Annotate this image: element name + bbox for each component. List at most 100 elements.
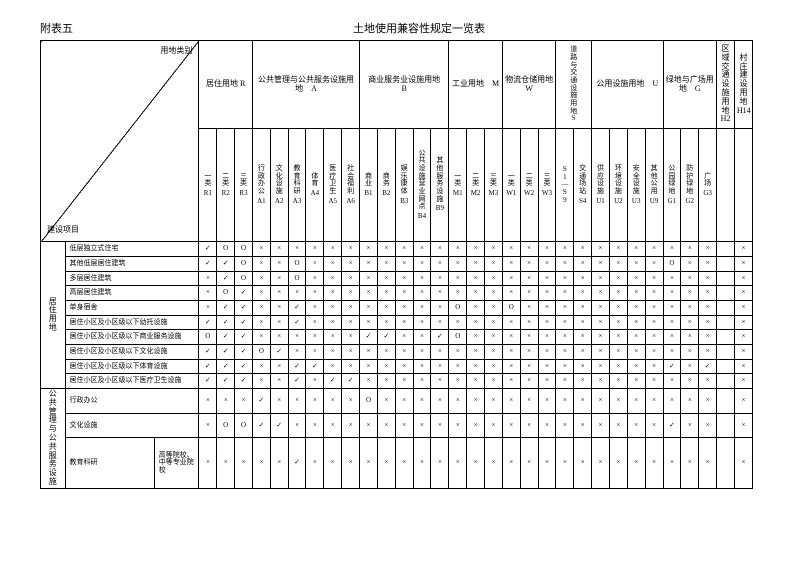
- cell: ×: [699, 286, 717, 301]
- cell: ✓: [288, 374, 306, 389]
- cell: ×: [377, 300, 395, 315]
- cell: ×: [485, 438, 503, 488]
- sub-header: 体育A4: [306, 129, 324, 242]
- cell: ×: [592, 344, 610, 359]
- cell: ×: [324, 286, 342, 301]
- cell: ×: [413, 413, 431, 438]
- cell: ×: [324, 315, 342, 330]
- sub-header: 二类M2: [467, 129, 485, 242]
- cell: ×: [645, 330, 663, 345]
- cell: ×: [449, 438, 467, 488]
- cell: ×: [199, 389, 217, 414]
- cell: ×: [395, 438, 413, 488]
- cell: ×: [342, 413, 360, 438]
- sub-header: 交通场站S4: [574, 129, 592, 242]
- group-header: 居住用地 R: [199, 41, 253, 129]
- cell: ×: [681, 271, 699, 286]
- cell: ×: [270, 359, 288, 374]
- cell: ×: [520, 256, 538, 271]
- cell: ×: [556, 344, 574, 359]
- cell: ×: [592, 389, 610, 414]
- cell: ×: [699, 413, 717, 438]
- cell: ×: [681, 242, 699, 257]
- cell: ✓: [199, 374, 217, 389]
- cell: O: [252, 344, 270, 359]
- cell: O: [235, 242, 253, 257]
- cell: ×: [395, 389, 413, 414]
- cell: ×: [342, 271, 360, 286]
- cell: O: [360, 389, 378, 414]
- sub-header: 一类M1: [449, 129, 467, 242]
- cell: ×: [645, 389, 663, 414]
- cell: ✓: [270, 344, 288, 359]
- cell: ×: [413, 315, 431, 330]
- cell: ×: [485, 374, 503, 389]
- cell: ×: [520, 330, 538, 345]
- cell: ×: [663, 315, 681, 330]
- cell: ×: [502, 315, 520, 330]
- cell: O: [235, 413, 253, 438]
- group-header: 绿地与广场用地 G: [663, 41, 717, 129]
- cell: ✓: [377, 330, 395, 345]
- cell: ×: [520, 359, 538, 374]
- cell: ✓: [235, 359, 253, 374]
- cell: ×: [449, 374, 467, 389]
- cell: O: [288, 271, 306, 286]
- cell: ×: [252, 256, 270, 271]
- cell: ✓: [235, 300, 253, 315]
- cell: ×: [699, 344, 717, 359]
- cell: ×: [431, 271, 449, 286]
- cell: ×: [556, 242, 574, 257]
- cell: [717, 271, 735, 286]
- cell: O: [449, 300, 467, 315]
- sub-header: 行政办公A1: [252, 129, 270, 242]
- cell: [717, 300, 735, 315]
- cell: ×: [360, 271, 378, 286]
- sub-header: [734, 129, 752, 242]
- cell: ×: [485, 271, 503, 286]
- sub-header: 三类R3: [235, 129, 253, 242]
- cell: ×: [520, 413, 538, 438]
- row-label: 居住小区及小区级以下商业服务设施: [65, 330, 199, 345]
- cell: ×: [360, 344, 378, 359]
- cell: ×: [663, 286, 681, 301]
- cell: ×: [645, 413, 663, 438]
- cell: ×: [199, 300, 217, 315]
- cell: ×: [502, 389, 520, 414]
- cell: O: [217, 242, 235, 257]
- cell: ×: [538, 256, 556, 271]
- cell: ×: [235, 389, 253, 414]
- cell: ×: [413, 344, 431, 359]
- cell: ×: [342, 315, 360, 330]
- cell: ×: [699, 330, 717, 345]
- cell: ×: [395, 256, 413, 271]
- cell: ×: [663, 242, 681, 257]
- group-header: 道路与交通设施用地 S: [556, 41, 592, 129]
- cell: ×: [413, 330, 431, 345]
- cell: ×: [270, 256, 288, 271]
- cell: ×: [699, 256, 717, 271]
- cell: ×: [538, 344, 556, 359]
- cell: ×: [520, 438, 538, 488]
- cell: O: [663, 256, 681, 271]
- cell: ✓: [217, 271, 235, 286]
- cell: ×: [538, 271, 556, 286]
- cell: ×: [681, 315, 699, 330]
- cell: ×: [377, 438, 395, 488]
- cell: ×: [270, 271, 288, 286]
- cell: ×: [288, 286, 306, 301]
- cell: ×: [592, 271, 610, 286]
- cell: ✓: [699, 359, 717, 374]
- cell: ×: [681, 438, 699, 488]
- cell: ×: [627, 242, 645, 257]
- cell: ×: [199, 271, 217, 286]
- cell: ×: [449, 344, 467, 359]
- group-header: 商业服务业设施用地 B: [360, 41, 449, 129]
- cell: ×: [395, 374, 413, 389]
- cell: ×: [538, 413, 556, 438]
- cell: ×: [538, 330, 556, 345]
- cell: ×: [574, 330, 592, 345]
- cell: ×: [485, 315, 503, 330]
- cell: ✓: [235, 286, 253, 301]
- cell: ×: [395, 242, 413, 257]
